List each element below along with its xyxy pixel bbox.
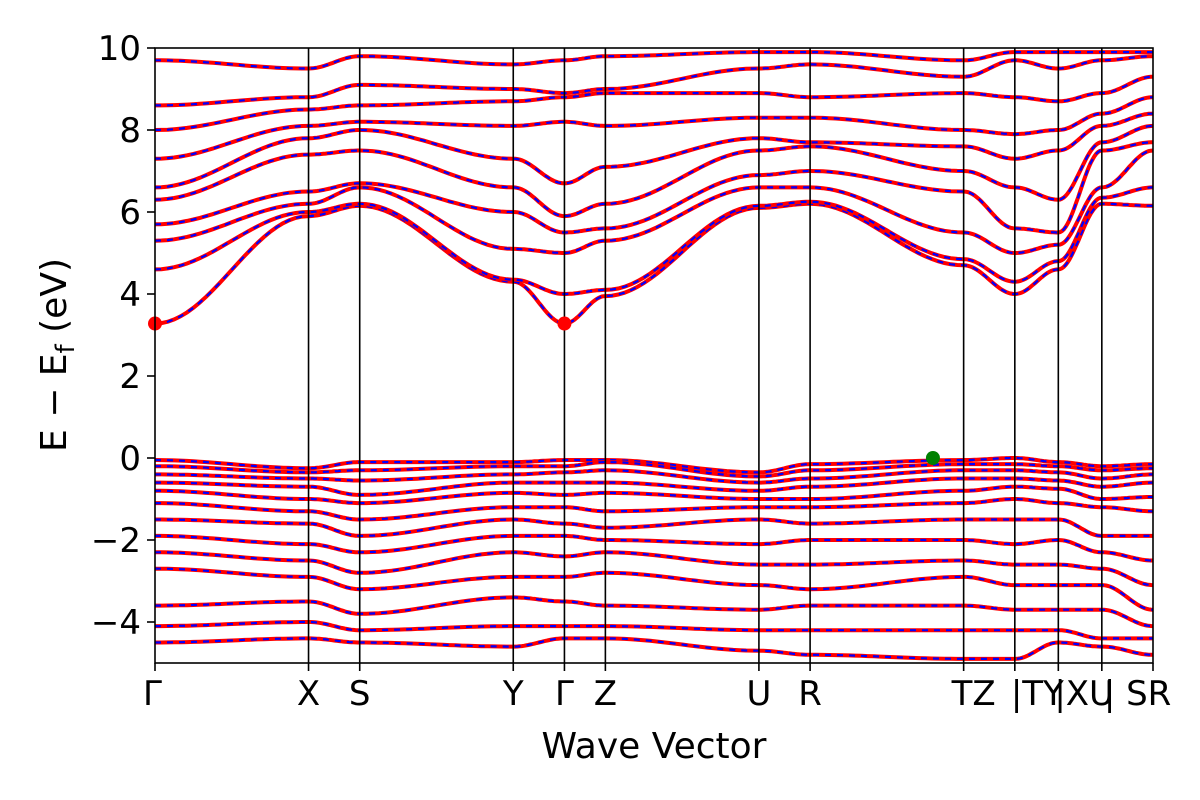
band-edge-markers [148, 316, 940, 465]
high-symmetry-lines [307, 48, 1103, 663]
y-tick-label: 6 [119, 193, 141, 233]
y-axis-ticks: −4 −2 0 2 4 6 8 10 [91, 29, 155, 643]
y-tick-label: 8 [119, 111, 141, 151]
y-tick-label: −4 [91, 603, 141, 643]
band-edge-marker [557, 316, 572, 331]
y-axis-label-sub: f [51, 343, 81, 353]
x-tick-label: TZ [951, 674, 996, 714]
x-tick-label: S [349, 674, 371, 714]
x-tick-label: X [297, 674, 320, 714]
y-tick-label: −2 [91, 521, 141, 561]
y-tick-label: 4 [119, 275, 141, 315]
x-tick-label: Γ [143, 674, 162, 714]
y-tick-label: 0 [119, 439, 141, 479]
x-axis-ticks: Γ X S Y Γ Z U R TZ |TY|XU| SR [143, 663, 1171, 714]
y-axis-label-unit: (eV) [34, 258, 75, 344]
y-tick-label: 10 [98, 29, 141, 69]
x-tick-label: Y [502, 674, 524, 714]
y-axis-label-main: E − E [34, 353, 75, 452]
x-tick-label: R [798, 674, 822, 714]
x-tick-label: Γ [555, 674, 574, 714]
x-tick-label: Z [594, 674, 617, 714]
x-tick-label: |XU [1054, 674, 1114, 714]
y-axis-label: E − Ef (eV) [34, 258, 81, 452]
plot-frame [154, 47, 1154, 664]
y-tick-label: 2 [119, 357, 141, 397]
x-tick-label: | SR [1104, 674, 1171, 714]
band-edge-marker [925, 451, 940, 465]
x-axis-label: Wave Vector [542, 726, 767, 767]
x-tick-label: |TY [1011, 674, 1064, 714]
x-tick-label: U [746, 674, 771, 714]
